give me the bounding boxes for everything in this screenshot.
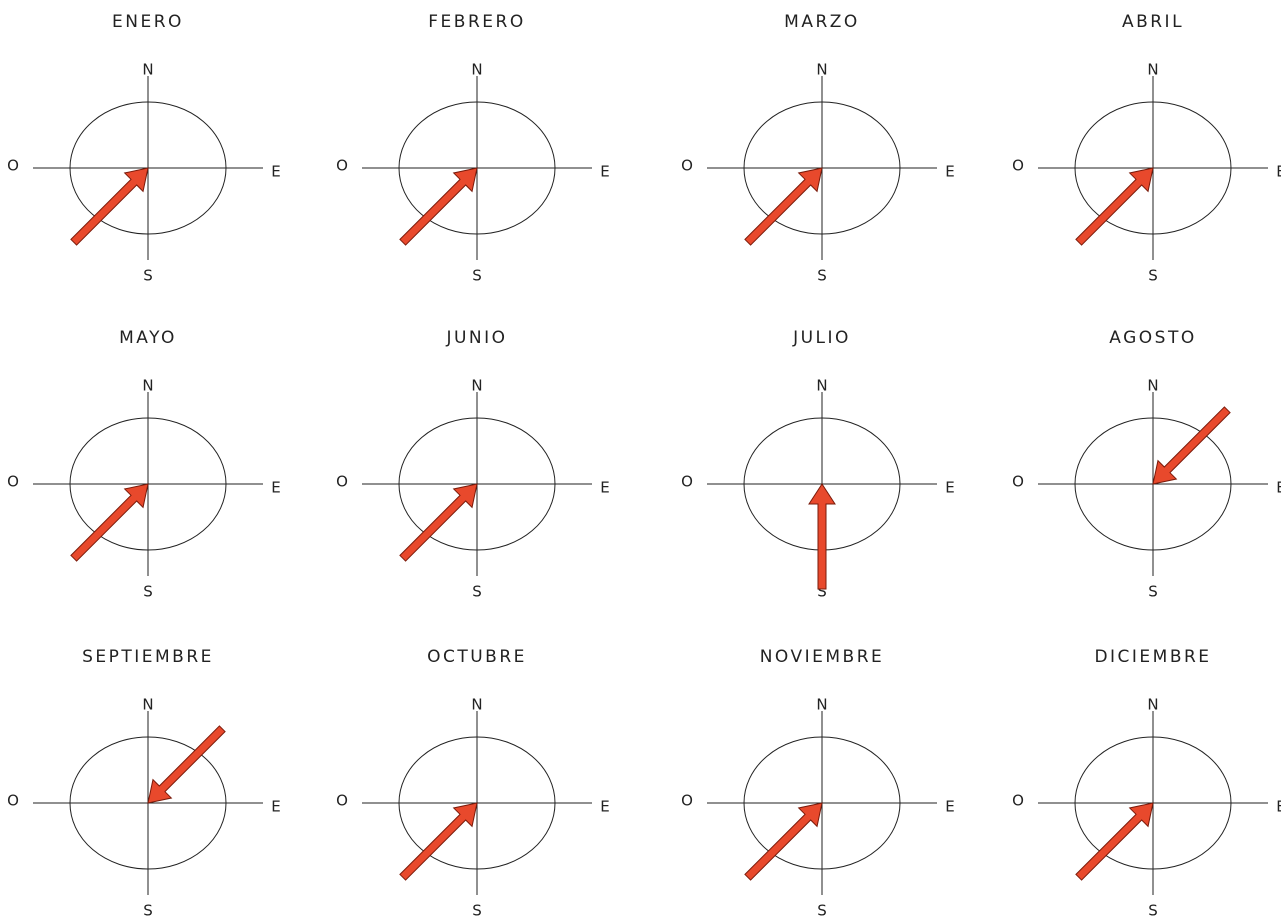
label-east: E [945, 798, 954, 816]
label-west: O [7, 473, 19, 491]
month-title: SEPTIEMBRE [82, 647, 214, 667]
label-north: N [142, 61, 153, 79]
label-west: O [681, 792, 693, 810]
compass-panel: JULIO N S E O [681, 328, 955, 601]
label-east: E [600, 479, 609, 497]
label-south: S [472, 902, 482, 916]
wind-arrow [399, 167, 478, 246]
label-east: E [271, 479, 280, 497]
wind-arrow [1075, 167, 1154, 246]
wind-arrow [399, 483, 478, 562]
label-north: N [471, 61, 482, 79]
label-south: S [817, 267, 827, 285]
label-west: O [1012, 473, 1024, 491]
compass-panel: FEBRERO N S E O [336, 12, 610, 285]
compass-panel: NOVIEMBRE N S E O [681, 647, 955, 916]
label-south: S [143, 583, 153, 601]
month-title: JULIO [792, 328, 851, 348]
compass-panel: OCTUBRE N S E O [336, 647, 610, 916]
label-east: E [1276, 163, 1281, 181]
label-east: E [1276, 798, 1281, 816]
month-title: OCTUBRE [427, 647, 527, 667]
label-east: E [271, 798, 280, 816]
label-south: S [143, 902, 153, 916]
month-title: NOVIEMBRE [760, 647, 885, 667]
label-east: E [271, 163, 280, 181]
label-east: E [600, 798, 609, 816]
label-north: N [471, 377, 482, 395]
label-south: S [472, 267, 482, 285]
wind-arrow [70, 167, 149, 246]
month-title: AGOSTO [1109, 328, 1196, 348]
label-north: N [142, 377, 153, 395]
label-north: N [816, 61, 827, 79]
label-east: E [1276, 479, 1281, 497]
compass-panel: AGOSTO N S E O [1012, 328, 1281, 601]
wind-arrow [70, 483, 149, 562]
month-title: MARZO [784, 12, 860, 32]
compass-panel: ABRIL N S E O [1012, 12, 1281, 285]
month-title: MAYO [119, 328, 177, 348]
month-title: DICIEMBRE [1094, 647, 1211, 667]
compass-panel: MARZO N S E O [681, 12, 955, 285]
compass-panel: MAYO N S E O [7, 328, 281, 601]
month-title: ABRIL [1122, 12, 1184, 32]
label-east: E [945, 479, 954, 497]
label-west: O [1012, 157, 1024, 175]
wind-arrow [399, 802, 478, 881]
label-west: O [7, 792, 19, 810]
label-south: S [143, 267, 153, 285]
label-south: S [1148, 902, 1158, 916]
label-north: N [471, 696, 482, 714]
label-north: N [142, 696, 153, 714]
wind-arrow [744, 802, 823, 881]
compass-panel: ENERO N S E O [7, 12, 281, 285]
label-south: S [817, 583, 827, 601]
label-west: O [336, 473, 348, 491]
wind-arrow [1152, 406, 1231, 485]
label-west: O [336, 157, 348, 175]
label-south: S [472, 583, 482, 601]
month-title: JUNIO [445, 328, 507, 348]
compass-panel: SEPTIEMBRE N S E O [7, 647, 281, 916]
compass-panel: DICIEMBRE N S E O [1012, 647, 1281, 916]
label-north: N [816, 377, 827, 395]
label-south: S [817, 902, 827, 916]
label-north: N [1147, 61, 1158, 79]
label-west: O [1012, 792, 1024, 810]
label-east: E [945, 163, 954, 181]
label-south: S [1148, 583, 1158, 601]
label-north: N [816, 696, 827, 714]
wind-arrow [1075, 802, 1154, 881]
label-west: O [681, 157, 693, 175]
label-west: O [681, 473, 693, 491]
month-title: FEBRERO [428, 12, 525, 32]
label-south: S [1148, 267, 1158, 285]
wind-arrow [808, 483, 836, 590]
label-north: N [1147, 696, 1158, 714]
label-west: O [336, 792, 348, 810]
month-title: ENERO [112, 12, 184, 32]
label-west: O [7, 157, 19, 175]
label-east: E [600, 163, 609, 181]
wind-arrow [744, 167, 823, 246]
wind-arrow [147, 725, 226, 804]
label-north: N [1147, 377, 1158, 395]
compass-panel: JUNIO N S E O [336, 328, 610, 601]
